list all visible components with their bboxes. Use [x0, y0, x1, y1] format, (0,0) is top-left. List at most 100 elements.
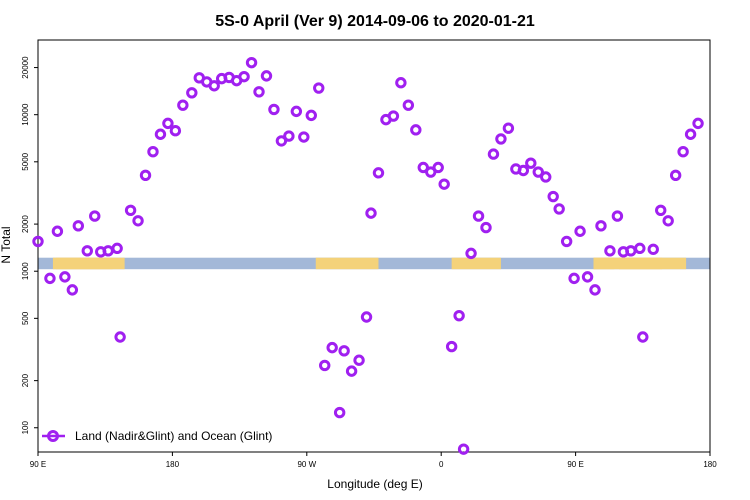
x-tick-label: 90 E	[567, 460, 583, 469]
x-tick-label: 180	[166, 460, 180, 469]
data-point	[275, 135, 288, 147]
data-point	[502, 122, 515, 134]
data-point	[634, 242, 646, 255]
data-point	[59, 271, 71, 283]
y-axis: 100 200 500 1000 2000 5000 10000 20000	[21, 56, 38, 434]
y-tick-label: 500	[21, 311, 30, 325]
data-point	[169, 125, 182, 137]
data-point	[662, 215, 674, 227]
x-tick-label: 180	[703, 460, 717, 469]
y-tick-label: 10000	[21, 103, 30, 126]
data-point	[360, 311, 373, 323]
data-point	[186, 87, 198, 99]
data-point	[253, 86, 265, 98]
data-point	[319, 359, 331, 372]
data-point	[32, 235, 44, 248]
data-point	[465, 247, 477, 260]
data-point	[89, 210, 101, 222]
x-axis-label: Longitude (deg E)	[327, 477, 422, 491]
data-point	[51, 225, 64, 237]
data-point	[305, 109, 317, 122]
y-tick-label: 5000	[21, 152, 30, 170]
data-point	[589, 284, 601, 296]
data-point	[480, 221, 492, 234]
legend-marker	[47, 430, 59, 442]
y-tick-label: 20000	[21, 56, 30, 79]
data-point	[372, 167, 385, 179]
data-point	[298, 131, 310, 143]
data-point	[453, 309, 465, 322]
data-point	[81, 245, 93, 257]
data-point	[611, 210, 624, 222]
data-point	[604, 245, 616, 257]
data-point	[574, 225, 586, 237]
data-point	[44, 272, 56, 285]
data-point	[553, 203, 565, 215]
x-axis: 90 E 180 90 W 0 90 E 180	[30, 452, 717, 469]
data-point	[208, 80, 220, 92]
data-point	[568, 272, 580, 285]
data-point	[139, 169, 152, 181]
data-point	[114, 331, 126, 343]
land-segment	[52, 257, 113, 270]
data-point	[333, 406, 346, 419]
data-point	[162, 117, 174, 130]
land-segment	[315, 257, 379, 270]
data-point	[365, 207, 377, 219]
data-point	[283, 130, 295, 142]
data-point	[637, 331, 649, 343]
data-point	[525, 157, 537, 169]
data-point	[313, 82, 325, 94]
data-point	[177, 99, 189, 111]
data-point	[124, 204, 137, 217]
data-point	[540, 171, 552, 183]
land-segment	[593, 257, 663, 270]
data-point	[438, 178, 450, 190]
chart-title: 5S-0 April (Ver 9) 2014-09-06 to 2020-01…	[215, 13, 535, 30]
data-point	[410, 124, 422, 136]
legend: Land (Nadir&Glint) and Ocean (Glint)	[42, 429, 272, 443]
land-segment	[451, 257, 501, 270]
data-point	[338, 345, 350, 357]
data-point	[532, 166, 544, 178]
data-point	[387, 110, 400, 122]
data-point	[290, 105, 303, 118]
data-point	[457, 443, 470, 455]
data-point	[326, 341, 338, 354]
data-point	[395, 77, 407, 89]
data-point	[655, 204, 667, 217]
data-point	[445, 340, 458, 353]
x-tick-label: 0	[439, 460, 444, 469]
x-tick-label: 90 W	[297, 460, 316, 469]
data-point	[595, 220, 607, 232]
data-point	[560, 235, 573, 248]
data-point	[432, 161, 444, 174]
data-point	[238, 70, 250, 83]
data-point	[102, 245, 114, 257]
data-point	[677, 146, 689, 158]
data-point	[487, 148, 500, 160]
y-tick-label: 2000	[21, 215, 30, 233]
data-point	[345, 365, 358, 377]
data-point	[692, 117, 704, 130]
data-point	[547, 190, 559, 203]
data-point	[581, 271, 594, 283]
y-axis-label: N Total	[0, 226, 13, 263]
data-point	[66, 284, 79, 296]
legend-label: Land (Nadir&Glint) and Ocean (Glint)	[75, 429, 272, 443]
y-tick-label: 1000	[21, 262, 30, 280]
data-point	[495, 133, 507, 145]
x-tick-label: 90 E	[30, 460, 46, 469]
data-points	[32, 56, 704, 455]
y-tick-label: 200	[21, 373, 30, 387]
data-point	[154, 128, 167, 140]
data-point	[625, 245, 637, 257]
data-point	[669, 169, 682, 181]
data-point	[268, 103, 280, 116]
data-point	[260, 70, 273, 82]
data-point	[517, 164, 530, 177]
data-point	[245, 56, 258, 69]
data-point	[111, 242, 123, 255]
data-point	[353, 354, 365, 366]
